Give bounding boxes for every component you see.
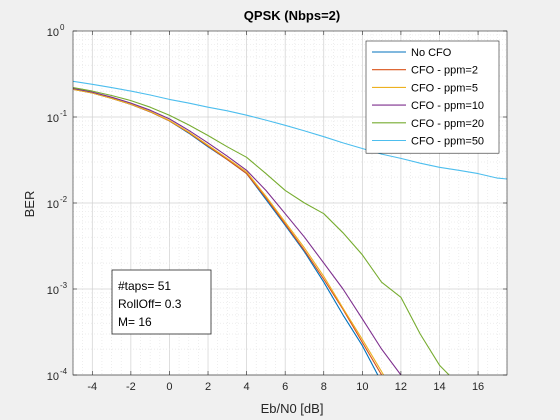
x-tick-label: -2 [126,381,136,393]
x-tick-label: 10 [356,381,368,393]
legend: No CFO CFO - ppm=2 CFO - ppm=5 CFO - ppm=10… [365,40,500,154]
chart-title: QPSK (Nbps=2) [244,8,340,23]
x-tick-label: 8 [321,381,327,393]
y-tick-exponent: 0 [60,23,65,32]
x-tick-label: 12 [395,381,407,393]
x-tick-label: -4 [87,381,97,393]
x-tick-label: 14 [433,381,445,393]
y-tick-label: 10 [47,27,59,39]
x-tick-label: 6 [282,381,288,393]
annotation-box: #taps= 51 RollOff= 0.3 M= 16 [111,269,212,335]
annotation-line: M= 16 [118,315,152,329]
y-tick-label: 10 [47,113,59,125]
series-line-cfo-ppm-10 [73,87,402,375]
legend-entry: CFO - ppm=2 [411,65,478,77]
y-tick-exponent: -2 [60,195,68,204]
series-line-cfo-ppm-5 [73,88,385,375]
y-tick-label: 10 [47,199,59,211]
x-tick-label: 0 [166,381,172,393]
legend-entry: No CFO [411,47,452,59]
y-axis-label: BER [22,191,37,218]
series-line-cfo-ppm-50 [73,80,507,180]
legend-entry: CFO - ppm=5 [411,82,478,94]
annotation-frame [111,269,212,335]
x-tick-label: 4 [244,381,250,393]
y-tick-label: 10 [47,285,59,297]
y-tick-label: 10 [47,371,59,383]
y-tick-exponent: -3 [60,281,68,290]
annotation-line: RollOff= 0.3 [118,297,182,311]
series-line-cfo-ppm-20 [73,87,450,375]
x-axis-label: Eb/N0 [dB] [261,401,324,416]
y-tick-exponent: -1 [60,109,68,118]
annotation-line: #taps= 51 [118,279,171,293]
x-tick-label: 16 [472,381,484,393]
legend-entry: CFO - ppm=50 [411,136,484,148]
series-lines [73,80,507,375]
legend-box [365,40,500,154]
legend-entry: CFO - ppm=10 [411,100,484,112]
legend-entry: CFO - ppm=20 [411,118,484,130]
y-tick-exponent: -4 [60,367,68,376]
x-tick-label: 2 [205,381,211,393]
